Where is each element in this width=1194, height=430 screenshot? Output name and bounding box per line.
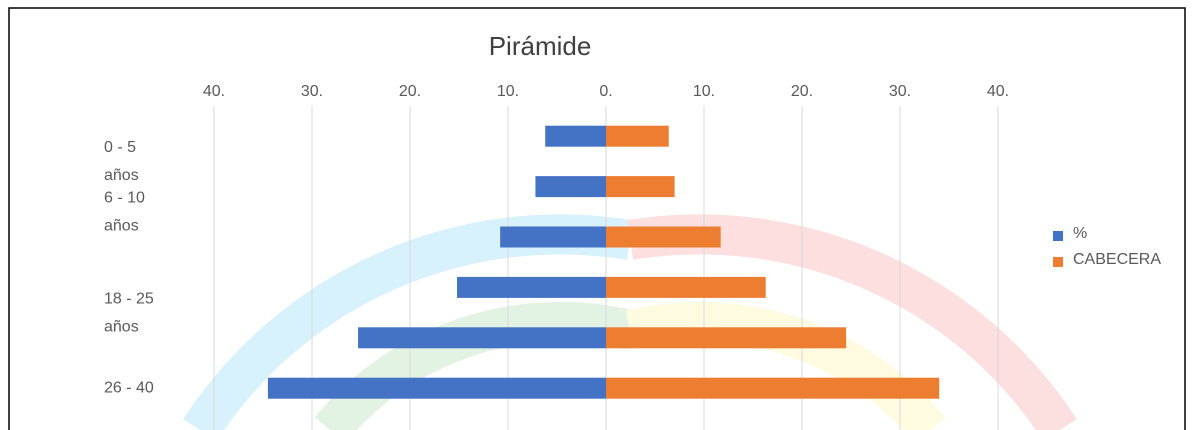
chart-title: Pirámide	[489, 31, 592, 61]
bar	[535, 176, 606, 198]
legend-swatch	[1053, 231, 1063, 241]
y-tick-label: 26 - 40	[104, 379, 154, 396]
x-tick-label: 30.	[301, 83, 323, 100]
bar	[358, 327, 606, 349]
bar	[457, 276, 606, 298]
bar	[606, 176, 675, 198]
label-line: 6 - 10	[104, 190, 145, 207]
bar	[606, 226, 721, 248]
y-tick-label: 0 - 5 años	[104, 139, 139, 184]
x-tick-label: 20.	[791, 83, 813, 100]
legend-label: %	[1073, 225, 1087, 242]
bar	[606, 327, 847, 349]
x-tick-label: 40.	[987, 83, 1009, 100]
legend-swatch	[1053, 257, 1063, 267]
x-tick-label: 20.	[399, 83, 421, 100]
label-line: años	[104, 319, 139, 336]
x-tick-label: 10.	[693, 83, 715, 100]
label-line: 0 - 5	[104, 139, 136, 156]
label-line: años	[104, 167, 139, 184]
x-tick-label: 0.	[599, 83, 612, 100]
y-tick-label: 18 - 25 años	[104, 291, 154, 336]
x-tick-label: 40.	[203, 83, 225, 100]
legend-label: CABECERA	[1073, 251, 1161, 268]
x-tick-label: 10.	[497, 83, 519, 100]
bar	[267, 377, 606, 399]
label-line: años	[104, 218, 139, 235]
bar	[545, 125, 606, 147]
bar	[606, 125, 669, 147]
label-line: 18 - 25	[104, 291, 154, 308]
x-tick-label: 30.	[889, 83, 911, 100]
y-tick-label: 6 - 10 años	[104, 190, 145, 235]
bar	[606, 377, 940, 399]
chart-frame	[8, 7, 1186, 430]
bar	[500, 226, 606, 248]
bar	[606, 276, 766, 298]
